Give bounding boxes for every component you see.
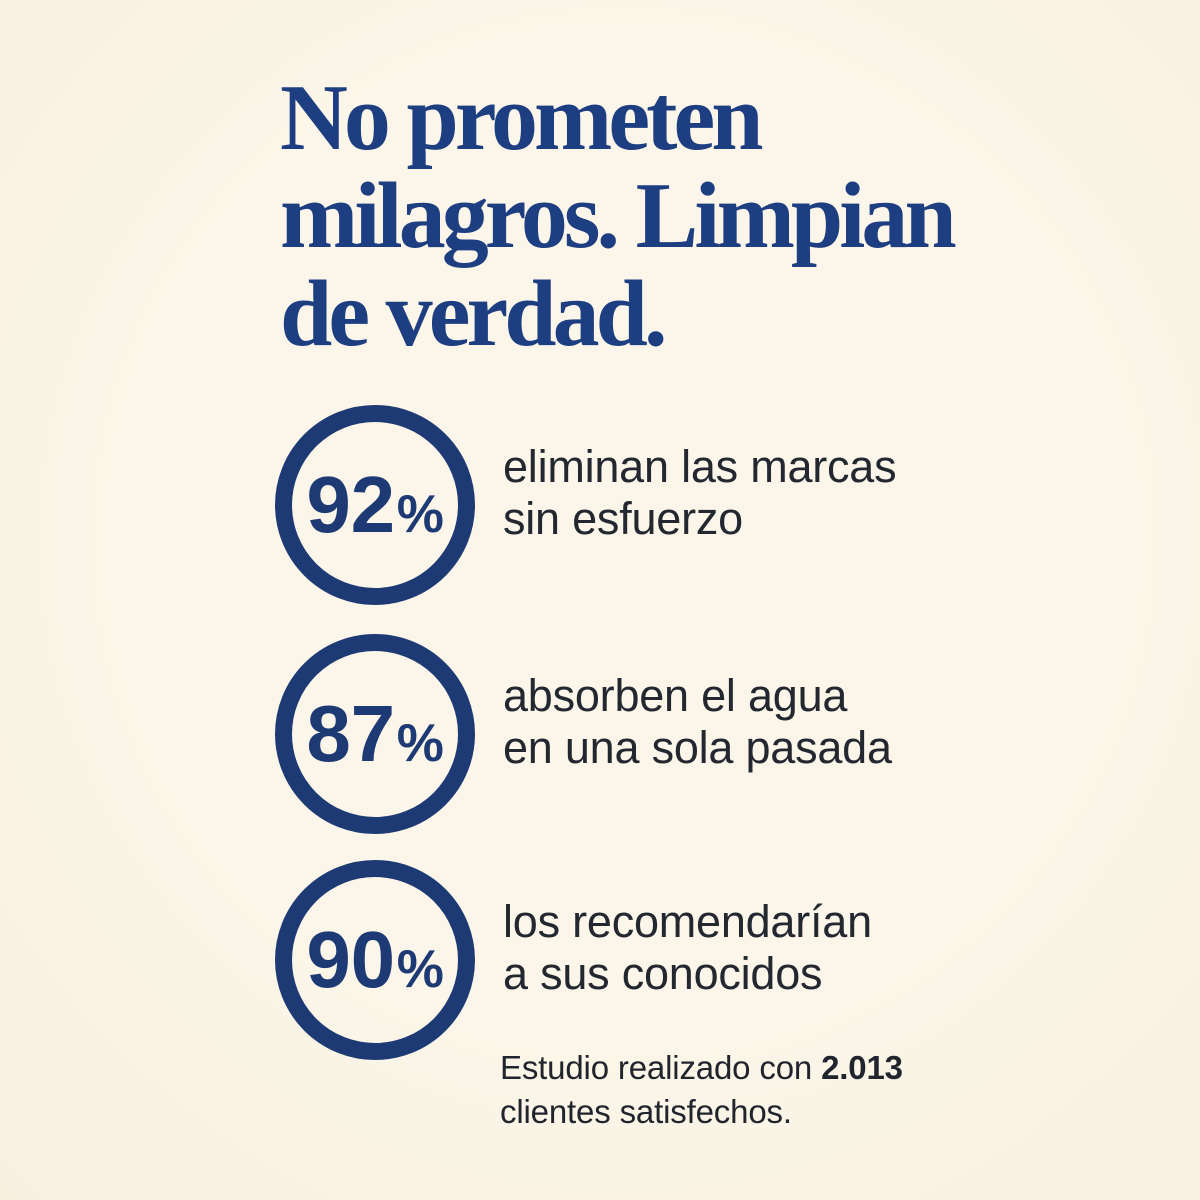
headline-line-2: milagros. Limpian — [280, 163, 957, 268]
stat-circle-90: 90 % — [275, 860, 475, 1060]
stat-value-wrap: 92 % — [306, 459, 443, 551]
stat-value: 87 — [306, 689, 395, 778]
stat-circle-87: 87 % — [275, 634, 475, 834]
footnote-line-1: Estudio realizado con 2.013 — [500, 1046, 903, 1090]
stat-label-92: eliminan las marcas sin esfuerzo — [503, 441, 897, 545]
stat-label-line: sin esfuerzo — [503, 493, 743, 544]
headline-line-1: No prometen — [280, 66, 764, 170]
percent-sign: % — [396, 714, 444, 773]
stat-label-line: eliminan las marcas — [503, 441, 897, 492]
stat-label-line: los recomendarían — [503, 896, 872, 947]
stat-circle-92: 92 % — [275, 405, 475, 605]
stat-label-line: en una sola pasada — [503, 722, 892, 773]
stat-value-wrap: 87 % — [306, 688, 443, 780]
footnote: Estudio realizado con 2.013 clientes sat… — [500, 1046, 903, 1134]
stat-label-line: a sus conocidos — [503, 948, 823, 999]
stat-label-87: absorben el agua en una sola pasada — [503, 670, 892, 774]
stat-value: 90 — [306, 915, 395, 1004]
percent-sign: % — [396, 485, 444, 544]
footnote-sample-size: 2.013 — [821, 1049, 903, 1086]
footnote-prefix: Estudio realizado con — [500, 1049, 822, 1086]
stat-label-line: absorben el agua — [503, 670, 848, 721]
stat-value: 92 — [306, 460, 395, 549]
headline-line-3: de verdad. — [280, 261, 667, 366]
stat-label-90: los recomendarían a sus conocidos — [503, 896, 872, 1000]
footnote-line-2: clientes satisfechos. — [500, 1093, 792, 1130]
percent-sign: % — [396, 940, 444, 999]
headline: No prometen milagros. Limpian de verdad. — [280, 66, 957, 366]
stat-value-wrap: 90 % — [306, 914, 443, 1006]
